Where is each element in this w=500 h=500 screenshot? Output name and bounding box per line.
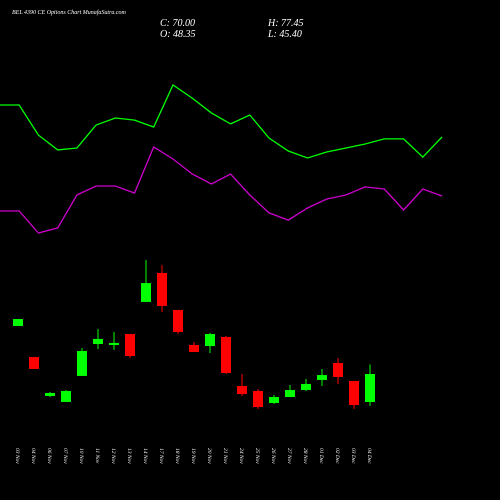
x-tick-label: 26 Nov — [270, 448, 276, 464]
candle-body — [205, 334, 215, 347]
candle-body — [29, 357, 39, 369]
x-tick-label: 19 Nov — [190, 448, 196, 464]
x-tick-label: 24 Nov — [238, 448, 245, 464]
candle-body — [13, 319, 23, 327]
candle-body — [77, 350, 87, 376]
candle-body — [237, 386, 247, 395]
open-label: O: 48.35 — [160, 29, 196, 40]
x-tick-label: 27 Nov — [286, 448, 292, 464]
low-label: L: 45.40 — [267, 29, 302, 40]
x-tick-label: 14 Nov — [142, 448, 149, 464]
candle-body — [365, 373, 375, 403]
x-tick-label: 13 Nov — [126, 448, 132, 464]
x-tick-label: 06 Nov — [46, 448, 52, 464]
candle-body — [301, 383, 311, 391]
x-tick-label: 25 Nov — [254, 448, 260, 464]
candle-body — [45, 393, 55, 396]
candle-body — [125, 334, 135, 357]
x-tick-label: 12 Nov — [110, 448, 116, 464]
x-tick-label: 28 Nov — [302, 448, 308, 464]
chart-title: BEL 4390 CE Options Chart MunafaSutra.co… — [12, 9, 127, 16]
candle-body — [93, 338, 103, 344]
x-tick-label: 03 Dec — [350, 448, 356, 464]
x-tick-label: 18 Nov — [174, 448, 180, 464]
x-tick-label: 11 Nov — [94, 448, 100, 464]
indicator-line — [0, 146, 443, 234]
candle-body — [285, 390, 295, 398]
candle-body — [349, 380, 359, 406]
x-tick-label: 03 Nov — [14, 448, 20, 464]
x-tick-label: 20 Nov — [206, 448, 212, 464]
candle-body — [253, 390, 263, 407]
candle-body — [221, 336, 231, 373]
candle-body — [333, 363, 343, 377]
candle-body — [141, 283, 151, 302]
x-tick-label: 01 Dec — [318, 448, 324, 464]
indicator-line — [0, 84, 443, 159]
close-label: C: 70.00 — [160, 18, 195, 29]
candle-body — [157, 272, 167, 306]
candle-body — [317, 375, 327, 380]
x-tick-label: 04 Dec — [366, 448, 373, 464]
candle-body — [173, 309, 183, 332]
x-tick-label: 10 Nov — [78, 448, 84, 464]
high-label: H: 77.45 — [267, 18, 304, 29]
candle-body — [189, 345, 199, 353]
candle-body — [269, 397, 279, 403]
x-tick-label: 21 Nov — [222, 448, 228, 464]
candle-body — [61, 390, 71, 402]
x-tick-label: 04 Nov — [30, 448, 37, 464]
x-tick-label: 02 Dec — [334, 448, 340, 464]
x-tick-label: 07 Nov — [62, 448, 68, 464]
candle-body — [109, 342, 119, 346]
x-tick-label: 17 Nov — [158, 448, 164, 464]
